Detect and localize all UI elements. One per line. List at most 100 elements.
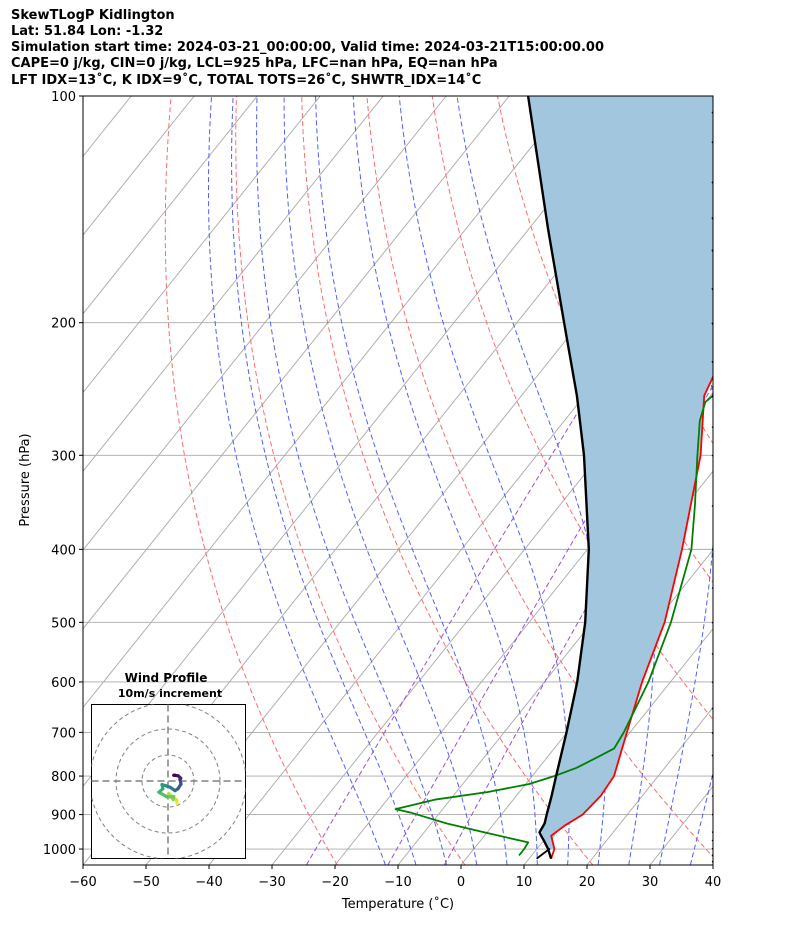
isotherm-line: [208, 234, 713, 865]
location-line: Lat: 51.84 Lon: -1.32: [11, 24, 164, 39]
y-axis-ticks: 1000 900 800 700 600 500 400 300 200 100: [43, 90, 83, 858]
isotherm-line: [712, 864, 713, 865]
x-tick-label: 30: [642, 875, 659, 890]
wind-barbs: [711, 111, 713, 863]
wind-barb: [711, 854, 713, 857]
wind-barb: [711, 707, 713, 711]
index-line: LFT IDX=13˚C, K IDX=9˚C, TOTAL TOTS=26˚C…: [11, 73, 482, 88]
y-tick-label: 100: [51, 90, 76, 105]
time-line: Simulation start time: 2024-03-21_00:00:…: [11, 40, 604, 55]
dewpoint-line: [394, 394, 713, 857]
dry-adiabat: [759, 96, 794, 865]
isotherm-line: [83, 96, 195, 236]
x-axis-label: Temperature (˚C): [341, 896, 454, 912]
moist-adiabat: [398, 96, 570, 865]
wind-barb: [711, 217, 713, 221]
isotherm-line: [0, 96, 5, 865]
isotherm-line: [397, 470, 713, 865]
mixing-ratio-line: [305, 322, 634, 865]
moist-adiabat: [315, 96, 508, 865]
hodograph-rings: [91, 704, 246, 859]
parcel-line: [526, 96, 590, 860]
x-tick-label: −50: [132, 875, 159, 890]
x-tick-label: −20: [321, 875, 348, 890]
y-tick-label: 1000: [43, 843, 76, 858]
chart-title: SkewTLogP Kidlington: [11, 8, 175, 23]
isotherm-line: [83, 96, 384, 472]
x-axis-ticks: −60 −50 −40 −30 −20 −10 0 10 20 30 40: [69, 865, 721, 890]
wind-barb: [711, 731, 713, 735]
wind-barb: [711, 111, 713, 114]
dry-adiabat: [366, 96, 713, 858]
wind-barb: [711, 847, 713, 850]
isotherm-line: [523, 628, 713, 865]
y-tick-label: 400: [51, 543, 76, 558]
isotherm-line: [83, 96, 258, 315]
isotherm-line: [83, 96, 573, 709]
cin-shade: [528, 96, 713, 849]
x-tick-label: 20: [579, 875, 596, 890]
x-tick-label: −60: [69, 875, 96, 890]
wind-barb: [711, 287, 713, 292]
wind-barb: [711, 395, 713, 398]
isotherm-line: [0, 96, 68, 865]
parcel-low-line: [536, 848, 551, 860]
y-tick-label: 800: [51, 770, 76, 785]
isotherm-line: [83, 96, 321, 394]
stability-line: CAPE=0 j/kg, CIN=0 j/kg, LCL=925 hPa, LF…: [11, 56, 498, 71]
isotherm-line: [271, 313, 713, 865]
wind-barb: [711, 831, 713, 833]
wind-barb: [711, 795, 713, 797]
x-tick-label: −30: [258, 875, 285, 890]
wind-barb: [711, 860, 713, 863]
isotherm-line: [83, 96, 447, 551]
wind-barb: [711, 454, 713, 457]
wind-barb: [711, 505, 713, 508]
x-tick-label: 0: [457, 875, 465, 890]
moist-adiabat: [456, 96, 609, 865]
temperature-line: [550, 374, 713, 859]
y-tick-label: 200: [51, 317, 76, 332]
y-tick-label: 600: [51, 676, 76, 691]
moist-adiabat: [352, 96, 538, 865]
wind-barb: [711, 426, 713, 429]
wind-barb: [711, 652, 713, 656]
wind-barb: [711, 360, 713, 364]
wind-barb: [711, 839, 713, 842]
wind-barb: [711, 249, 713, 253]
wind-barb: [711, 775, 713, 778]
wind-barb: [711, 754, 713, 758]
x-tick-label: 10: [516, 875, 533, 890]
moist-adiabat: [208, 96, 386, 865]
dry-adiabat: [431, 96, 713, 721]
isotherm-line: [83, 96, 510, 630]
wind-barb: [711, 322, 713, 326]
y-tick-label: 700: [51, 726, 76, 741]
wind-barb: [711, 141, 713, 144]
moist-adiabat: [630, 96, 713, 865]
isotherm-line: [586, 706, 713, 865]
hodograph-trace: [157, 773, 183, 805]
x-tick-label: −40: [195, 875, 222, 890]
moist-adiabat: [256, 96, 447, 865]
x-tick-label: −10: [384, 875, 411, 890]
isotherm-line: [460, 549, 713, 865]
y-tick-label: 300: [51, 449, 76, 464]
wind-barb: [711, 587, 713, 590]
wind-barb: [711, 681, 713, 684]
dry-adiabat: [235, 96, 466, 865]
profiles: [394, 96, 713, 860]
wind-barb: [711, 813, 713, 816]
moist-adiabat: [721, 96, 794, 865]
hodograph-title: Wind Profile: [125, 671, 208, 685]
dry-adiabat: [164, 96, 338, 865]
moist-adiabat: [231, 96, 417, 865]
hodograph-subtitle: 10m/s increment: [118, 687, 222, 700]
y-axis-label: Pressure (hPa): [18, 433, 33, 526]
y-tick-label: 500: [51, 616, 76, 631]
wind-barb: [711, 548, 713, 551]
moist-adiabat: [283, 96, 478, 865]
wind-barb: [711, 621, 713, 624]
hodograph-inset: Wind Profile 10m/s increment: [91, 671, 246, 859]
